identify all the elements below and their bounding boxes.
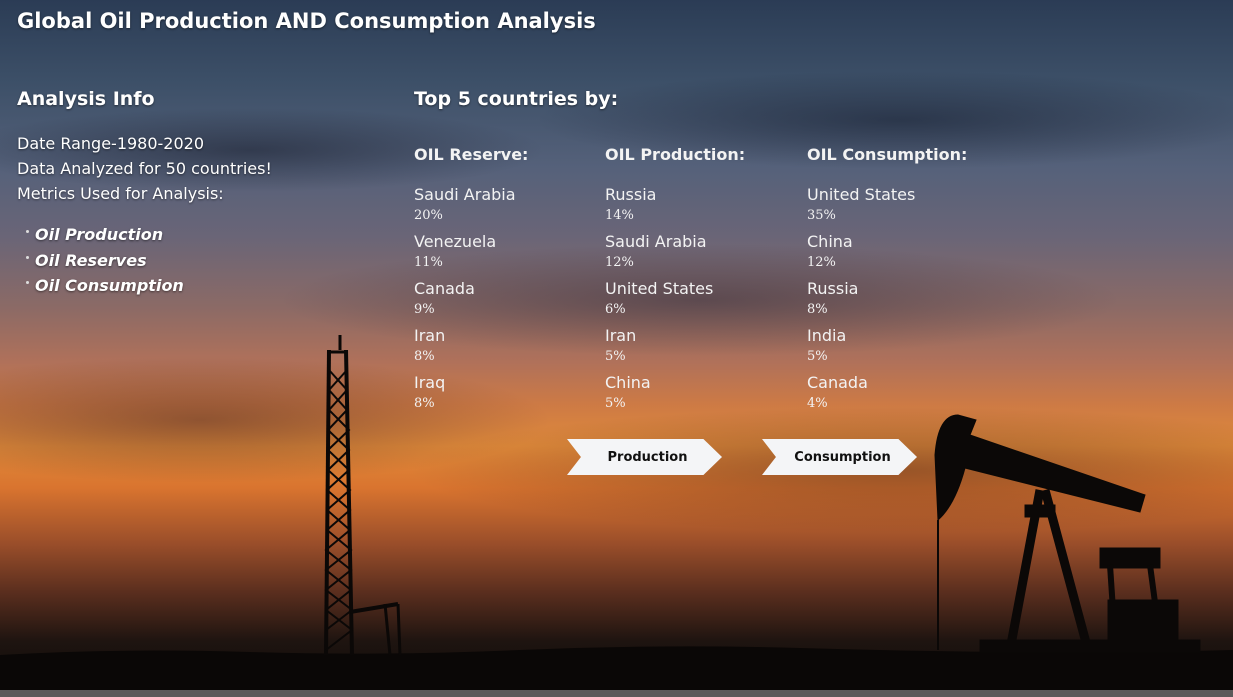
reserve-column: OIL Reserve: Saudi Arabia 20% Venezuela 11… [414,145,528,418]
production-button[interactable]: Production [567,439,722,475]
countries-analyzed-text: Data Analyzed for 50 countries! [17,159,272,178]
share-percent: 12% [807,255,836,270]
list-item: Saudi Arabia 20% [414,183,528,230]
share-percent: 12% [605,255,634,270]
drilling-rig-icon [324,335,402,656]
share-percent: 20% [414,208,443,223]
consumption-button[interactable]: Consumption [762,439,917,475]
metric-item: Oil Production [26,225,184,251]
share-percent: 8% [414,349,435,364]
list-item: Iran 8% [414,324,528,371]
country-name: India [807,326,847,345]
country-name: Saudi Arabia [414,185,516,204]
share-percent: 5% [605,349,626,364]
top5-heading: Top 5 countries by: [414,88,619,110]
column-title: OIL Consumption: [807,145,968,164]
share-percent: 9% [414,302,435,317]
country-name: China [605,373,651,392]
analysis-info-heading: Analysis Info [17,88,155,110]
country-name: Iraq [414,373,446,392]
list-item: Russia 14% [605,183,745,230]
share-percent: 6% [605,302,626,317]
country-name: Canada [414,279,475,298]
metric-item: Oil Consumption [26,276,184,302]
metric-item: Oil Reserves [26,251,184,277]
list-item: India 5% [807,324,967,371]
consumption-button-label: Consumption [794,449,891,465]
country-name: United States [605,279,714,298]
share-percent: 5% [605,396,626,411]
share-percent: 8% [807,302,828,317]
metrics-label: Metrics Used for Analysis: [17,184,224,203]
list-item: China 5% [605,371,745,418]
share-percent: 4% [807,396,828,411]
list-item: China 12% [807,230,967,277]
country-name: Venezuela [414,232,497,251]
share-percent: 14% [605,208,634,223]
country-name: Russia [605,185,657,204]
share-percent: 35% [807,208,836,223]
list-item: United States 6% [605,277,745,324]
list-item: Iran 5% [605,324,745,371]
country-name: Iran [605,326,637,345]
share-percent: 5% [807,349,828,364]
list-item: Venezuela 11% [414,230,528,277]
list-item: Saudi Arabia 12% [605,230,745,277]
list-item: Canada 4% [807,371,967,418]
list-item: Canada 9% [414,277,528,324]
production-button-label: Production [607,449,688,465]
list-item: Russia 8% [807,277,967,324]
list-item: Iraq 8% [414,371,528,418]
metrics-list: Oil Production Oil Reserves Oil Consumpt… [26,225,184,302]
country-name: United States [807,185,916,204]
country-name: China [807,232,853,251]
share-percent: 8% [414,396,435,411]
country-name: Iran [414,326,446,345]
consumption-column: OIL Consumption: United States 35% China 1… [807,145,967,418]
page-title: Global Oil Production AND Consumption An… [17,9,596,33]
share-percent: 11% [414,255,443,270]
date-range-text: Date Range-1980-2020 [17,134,205,153]
column-title: OIL Production: [605,145,746,164]
country-name: Canada [807,373,868,392]
pumpjack-icon [934,414,1201,653]
country-name: Saudi Arabia [605,232,707,251]
production-column: OIL Production: Russia 14% Saudi Arabia 12… [605,145,745,418]
country-name: Russia [807,279,859,298]
list-item: United States 35% [807,183,967,230]
column-title: OIL Reserve: [414,145,529,164]
